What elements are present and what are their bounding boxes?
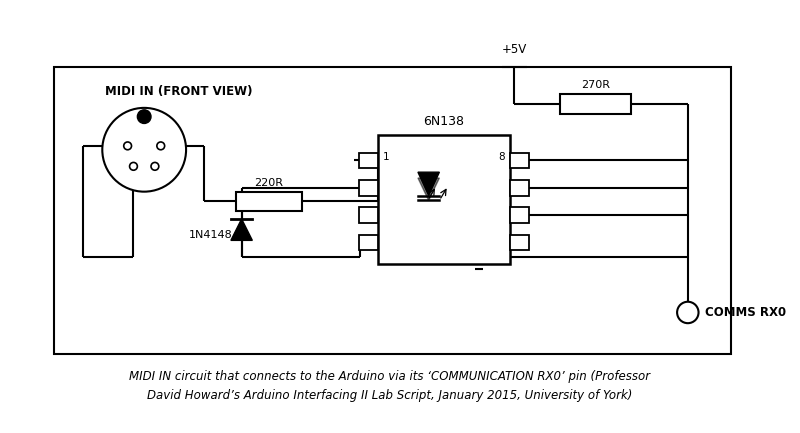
- Text: 6N138: 6N138: [422, 115, 464, 128]
- Bar: [510, 235, 529, 250]
- Bar: [560, 94, 631, 114]
- Bar: [358, 153, 378, 168]
- Bar: [358, 235, 378, 250]
- Text: MIDI IN circuit that connects to the Arduino via its ‘COMMUNICATION RX0’ pin (Pr: MIDI IN circuit that connects to the Ard…: [129, 370, 650, 383]
- Bar: [378, 135, 510, 264]
- Polygon shape: [231, 219, 252, 240]
- Bar: [510, 180, 529, 196]
- Polygon shape: [418, 178, 439, 200]
- Bar: [510, 207, 529, 223]
- Text: David Howard’s Arduino Interfacing II Lab Script, January 2015, University of Yo: David Howard’s Arduino Interfacing II La…: [147, 389, 632, 402]
- Text: 8: 8: [498, 152, 505, 162]
- Bar: [510, 153, 529, 168]
- Bar: [236, 192, 302, 211]
- Text: MIDI IN (FRONT VIEW): MIDI IN (FRONT VIEW): [106, 85, 253, 98]
- Circle shape: [102, 108, 186, 192]
- Text: +5V: +5V: [502, 43, 527, 56]
- Text: 270R: 270R: [581, 81, 610, 90]
- Text: 220R: 220R: [254, 178, 283, 188]
- Text: 1N4148: 1N4148: [189, 229, 232, 239]
- Bar: [358, 207, 378, 223]
- Polygon shape: [418, 172, 439, 196]
- Bar: [358, 180, 378, 196]
- Bar: [54, 67, 730, 354]
- Text: 1: 1: [383, 152, 390, 162]
- Circle shape: [138, 110, 151, 123]
- Text: COMMS RX0: COMMS RX0: [706, 306, 786, 319]
